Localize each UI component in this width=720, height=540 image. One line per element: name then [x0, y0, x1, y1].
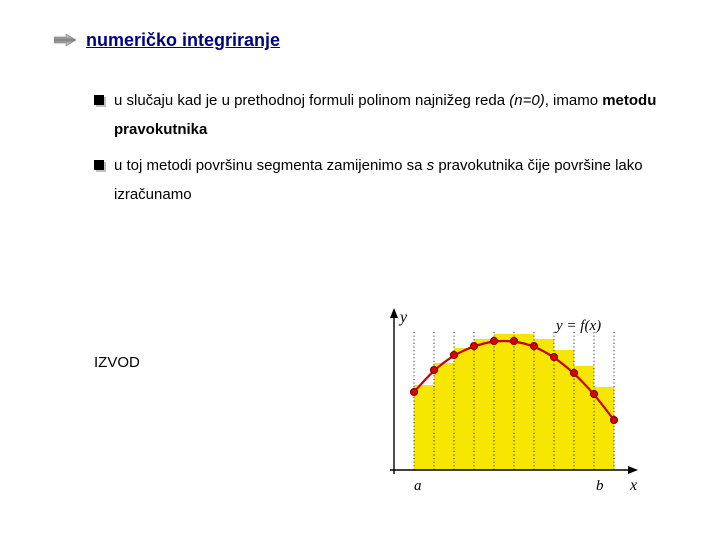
bullet-text: u slučaju kad je u prethodnoj formuli po… [114, 92, 509, 109]
svg-text:y = f(x): y = f(x) [554, 318, 601, 334]
bullet-mark-icon [94, 95, 104, 105]
bullet-em: (n=0) [509, 92, 544, 109]
bullet-text: , imamo [545, 92, 603, 109]
rectangle-method-figure: y y = f(x) a b x [348, 300, 648, 500]
izvod-label: IZVOD [94, 354, 140, 371]
bullets-list: u slučaju kad je u prethodnoj formuli po… [94, 87, 660, 209]
title-arrow-icon [54, 34, 76, 46]
svg-text:b: b [596, 478, 604, 494]
bullet-text: u toj metodi površinu segmenta zamijenim… [114, 157, 427, 174]
svg-text:x: x [629, 477, 637, 494]
title-row: numeričko integriranje [54, 28, 680, 51]
slide-title: numeričko integriranje [86, 30, 280, 51]
bullet-item: u slučaju kad je u prethodnoj formuli po… [94, 87, 660, 144]
bullet-item: u toj metodi površinu segmenta zamijenim… [94, 152, 660, 209]
svg-text:a: a [414, 478, 422, 494]
svg-text:y: y [398, 309, 408, 326]
bullet-mark-icon [94, 160, 104, 170]
